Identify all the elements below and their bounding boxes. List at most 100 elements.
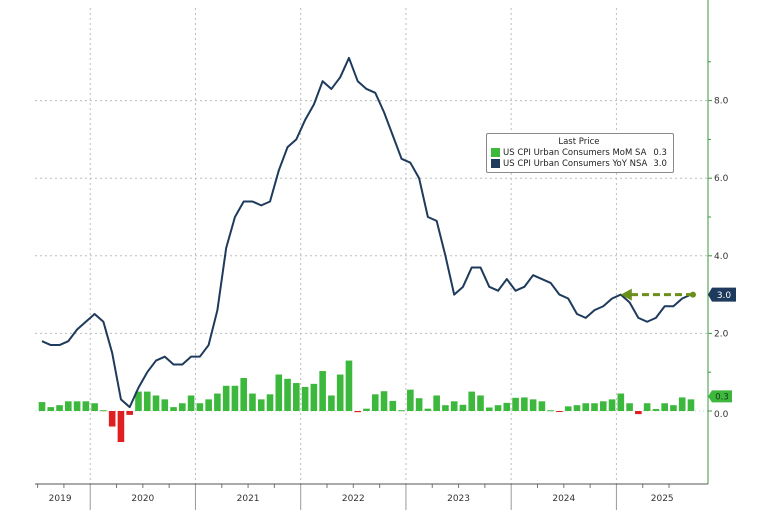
mom-bar <box>573 405 581 411</box>
mom-bar <box>529 399 537 411</box>
legend-item-yoy: US CPI Urban Consumers YoY NSA 3.0 <box>491 158 671 169</box>
legend-title: Last Price <box>558 137 600 147</box>
mom-bar <box>205 399 212 411</box>
mom-bar <box>310 383 318 411</box>
x-tick-label: 2023 <box>447 494 470 504</box>
legend-label: US CPI Urban Consumers YoY NSA <box>503 158 648 169</box>
mom-bar <box>143 391 151 411</box>
mom-bar <box>591 403 598 411</box>
legend-swatch-green <box>491 148 500 157</box>
mom-bar <box>82 401 90 411</box>
mom-bar <box>617 393 625 411</box>
mom-bar <box>266 394 274 411</box>
mom-bar <box>293 383 300 411</box>
mom-bar <box>538 401 546 411</box>
mom-bar <box>494 405 502 411</box>
y-tick-label: 6.0 <box>714 174 729 184</box>
mom-bar <box>47 407 55 411</box>
mom-bar <box>415 398 423 411</box>
mom-bar <box>135 391 142 411</box>
mom-bar <box>38 402 46 411</box>
legend-value: 3.0 <box>653 158 667 169</box>
mom-bar <box>222 385 230 411</box>
mom-bar <box>599 401 607 411</box>
mom-bar <box>65 401 72 411</box>
mom-bar <box>117 411 125 443</box>
mom-bar <box>380 391 388 411</box>
mom-bar <box>687 399 695 411</box>
mom-bar <box>424 408 432 411</box>
mom-bar <box>363 408 370 411</box>
mom-bar <box>547 410 554 412</box>
mom-last-value-tag <box>708 390 732 403</box>
y-tick-label: 4.0 <box>714 252 729 262</box>
mom-bar <box>450 401 458 411</box>
mom-bar <box>556 411 563 412</box>
mom-bar <box>100 410 107 412</box>
mom-bar <box>336 374 344 411</box>
mom-bar <box>249 393 256 411</box>
mom-bar <box>678 397 686 411</box>
mom-bar <box>477 395 484 411</box>
mom-bar <box>345 360 353 411</box>
y-tick-label: 8.0 <box>714 97 729 107</box>
yoy-last-value: 3.0 <box>717 291 732 301</box>
mom-bar <box>407 389 414 411</box>
mom-bar <box>670 405 677 411</box>
x-tick-label: 2021 <box>237 494 260 504</box>
mom-bar <box>152 395 160 411</box>
mom-bar <box>442 405 449 411</box>
mom-bar <box>301 386 309 411</box>
mom-bar <box>108 411 116 427</box>
mom-bar <box>626 403 633 411</box>
annotation-arrowhead <box>620 288 632 301</box>
mom-bar <box>503 402 511 411</box>
x-tick-label: 2022 <box>342 494 365 504</box>
mom-bar <box>187 395 195 411</box>
annotation-end-dot <box>689 291 696 298</box>
mom-bar <box>608 399 616 411</box>
mom-bar <box>275 374 283 411</box>
mom-bar <box>56 405 63 411</box>
mom-bar <box>468 391 476 411</box>
mom-last-value: 0.3 <box>715 392 729 402</box>
mom-bar <box>73 401 81 411</box>
mom-bar <box>196 403 204 411</box>
y-tick-label: 2.0 <box>714 329 729 339</box>
yoy-last-value-tag <box>708 287 736 302</box>
mom-bar <box>512 397 519 411</box>
mom-bar <box>240 378 248 411</box>
mom-bar <box>91 403 98 411</box>
legend: Last Price US CPI Urban Consumers MoM SA… <box>486 133 674 173</box>
mom-bar <box>521 397 528 411</box>
legend-item-mom: US CPI Urban Consumers MoM SA 0.3 <box>491 147 671 158</box>
legend-swatch-navy <box>491 159 500 168</box>
yoy-line <box>41 56 692 409</box>
x-tick-label: 2024 <box>552 494 575 504</box>
mom-bar <box>231 385 239 411</box>
mom-bar <box>126 411 133 415</box>
mom-bar <box>398 410 405 412</box>
mom-bar <box>161 399 169 411</box>
mom-bar <box>257 399 265 411</box>
mom-bar <box>635 411 642 415</box>
mom-bar <box>564 406 572 411</box>
mom-bar <box>389 400 397 411</box>
x-tick-label: 2019 <box>49 494 72 504</box>
x-tick-label: 2020 <box>131 494 154 504</box>
mom-bar <box>661 403 668 411</box>
mom-bar <box>319 371 326 411</box>
y-tick-label: 0.0 <box>714 410 729 420</box>
mom-bar <box>485 407 493 411</box>
mom-bar <box>328 395 335 411</box>
mom-bar <box>433 395 440 411</box>
mom-bar <box>459 404 467 411</box>
mom-bar <box>643 403 651 411</box>
mom-bar <box>170 407 177 411</box>
mom-bar <box>214 393 221 411</box>
mom-bar <box>371 394 379 411</box>
legend-value: 0.3 <box>653 147 667 158</box>
legend-label: US CPI Urban Consumers MoM SA <box>503 147 647 158</box>
x-tick-label: 2025 <box>651 494 674 504</box>
